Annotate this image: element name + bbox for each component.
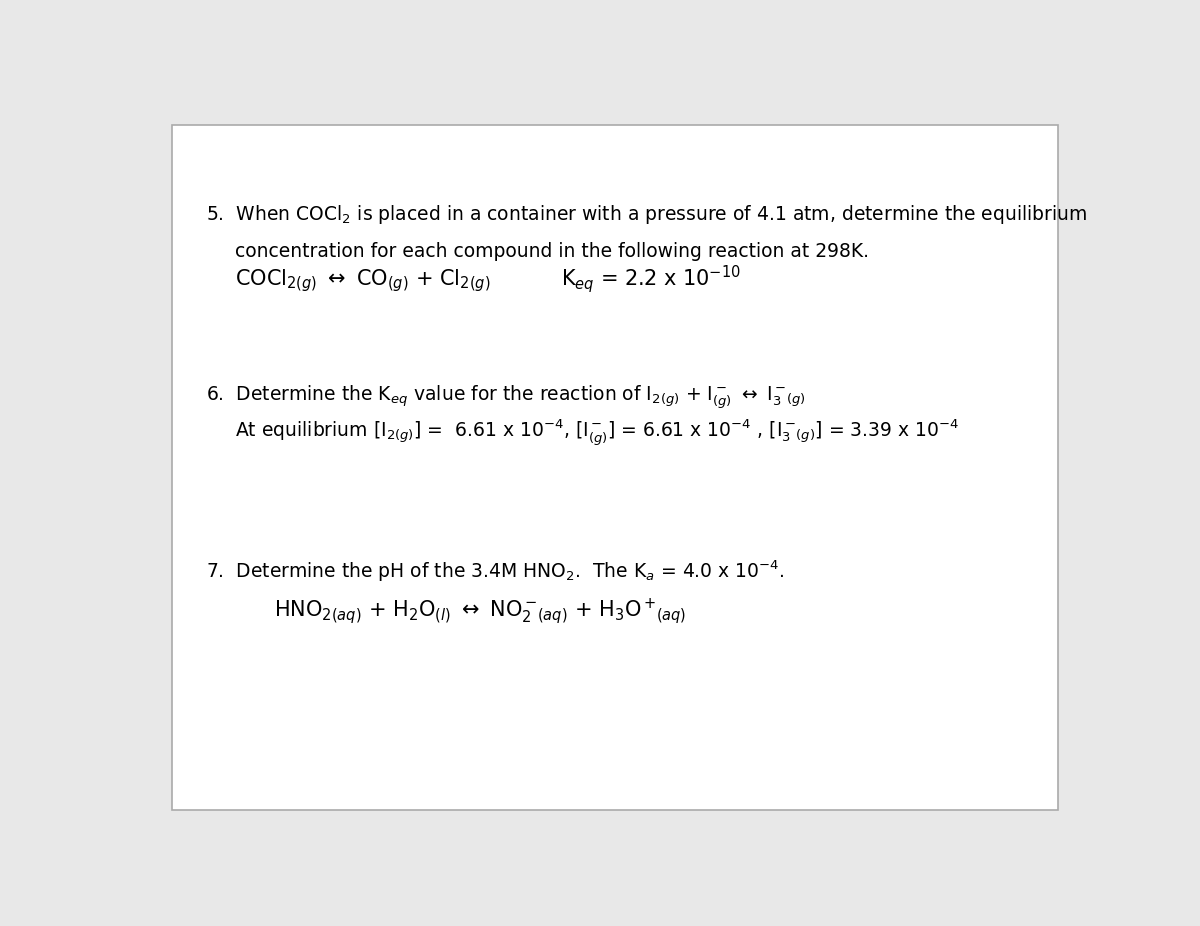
Text: 6.  Determine the K$_{eq}$ value for the reaction of I$_{2(g)}$ + I$^-_{(g)}$ $\: 6. Determine the K$_{eq}$ value for the …: [206, 383, 805, 411]
Text: At equilibrium [I$_{2(g)}$] =  6.61 x 10$^{-4}$, [I$^-_{(g)}$] = 6.61 x 10$^{-4}: At equilibrium [I$_{2(g)}$] = 6.61 x 10$…: [235, 418, 959, 448]
Text: concentration for each compound in the following reaction at 298K.: concentration for each compound in the f…: [235, 242, 869, 260]
FancyBboxPatch shape: [172, 125, 1058, 810]
Text: 5.  When COCl$_2$ is placed in a container with a pressure of 4.1 atm, determine: 5. When COCl$_2$ is placed in a containe…: [206, 203, 1087, 226]
Text: HNO$_{2(aq)}$ + H$_2$O$_{(l)}$ $\leftrightarrow$ NO$_2^-\!_{(aq)}$ + H$_3$O$^+\!: HNO$_{2(aq)}$ + H$_2$O$_{(l)}$ $\leftrig…: [274, 597, 686, 627]
Text: COCl$_{2(g)}$ $\leftrightarrow$ CO$_{(g)}$ + Cl$_{2(g)}$: COCl$_{2(g)}$ $\leftrightarrow$ CO$_{(g)…: [235, 267, 491, 294]
Text: K$_{eq}$ = 2.2 x 10$^{-10}$: K$_{eq}$ = 2.2 x 10$^{-10}$: [560, 263, 740, 294]
Text: 7.  Determine the pH of the 3.4M HNO$_2$.  The K$_a$ = 4.0 x 10$^{-4}$.: 7. Determine the pH of the 3.4M HNO$_2$.…: [206, 558, 785, 583]
